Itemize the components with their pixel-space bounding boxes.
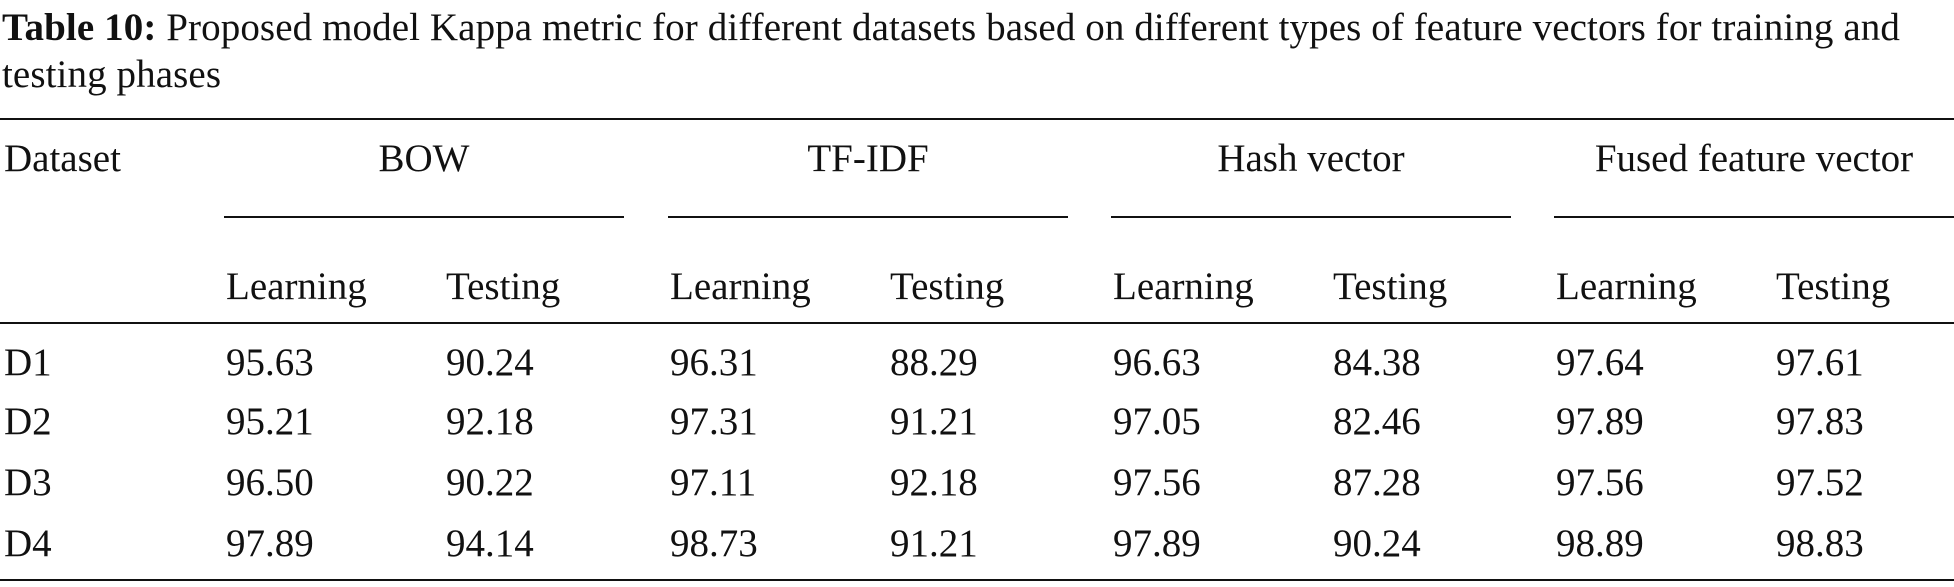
table-cell: 98.83 xyxy=(1776,522,1864,565)
table-cell: 90.22 xyxy=(446,461,534,504)
table-cell: 97.61 xyxy=(1776,341,1864,384)
table-top-rule xyxy=(0,118,1954,120)
table-cell: 96.63 xyxy=(1113,341,1201,384)
table-cell: 98.73 xyxy=(670,522,758,565)
group-rule-bow xyxy=(224,216,624,218)
column-header-dataset: Dataset xyxy=(4,137,121,180)
group-rule-fused-feature-vector xyxy=(1554,216,1954,218)
table-bottom-rule xyxy=(0,579,1954,581)
subheader-bow-testing: Testing xyxy=(446,265,561,308)
table-cell: 97.89 xyxy=(1113,522,1201,565)
subheader-tfidf-learning: Learning xyxy=(670,265,811,308)
row-label: D1 xyxy=(4,341,52,384)
table-cell: 98.89 xyxy=(1556,522,1644,565)
subheader-bow-learning: Learning xyxy=(226,265,367,308)
table-cell: 97.05 xyxy=(1113,400,1201,443)
table-header-rule xyxy=(0,322,1954,324)
group-rule-tfidf xyxy=(668,216,1068,218)
table-cell: 97.89 xyxy=(226,522,314,565)
table-cell: 96.31 xyxy=(670,341,758,384)
caption-text: Proposed model Kappa metric for differen… xyxy=(2,6,1900,96)
caption-label: Table 10: xyxy=(2,6,157,49)
subheader-fused-testing: Testing xyxy=(1776,265,1891,308)
subheader-hash-testing: Testing xyxy=(1333,265,1448,308)
table-cell: 97.56 xyxy=(1113,461,1201,504)
row-label: D3 xyxy=(4,461,52,504)
table-cell: 88.29 xyxy=(890,341,978,384)
table-cell: 87.28 xyxy=(1333,461,1421,504)
row-label: D4 xyxy=(4,522,52,565)
table-cell: 97.11 xyxy=(670,461,757,504)
table-cell: 97.56 xyxy=(1556,461,1644,504)
table-cell: 84.38 xyxy=(1333,341,1421,384)
table-cell: 95.21 xyxy=(226,400,314,443)
table-cell: 96.50 xyxy=(226,461,314,504)
group-header-bow: BOW xyxy=(378,137,470,180)
group-rule-hash-vector xyxy=(1111,216,1511,218)
table-cell: 97.64 xyxy=(1556,341,1644,384)
table-cell: 91.21 xyxy=(890,400,978,443)
group-header-hash-vector: Hash vector xyxy=(1217,137,1405,180)
table-cell: 94.14 xyxy=(446,522,534,565)
table-cell: 97.52 xyxy=(1776,461,1864,504)
table-cell: 95.63 xyxy=(226,341,314,384)
group-header-fused-feature-vector: Fused feature vector xyxy=(1594,137,1914,180)
group-header-tfidf: TF-IDF xyxy=(807,137,929,180)
subheader-tfidf-testing: Testing xyxy=(890,265,1005,308)
table-cell: 91.21 xyxy=(890,522,978,565)
table-cell: 82.46 xyxy=(1333,400,1421,443)
row-label: D2 xyxy=(4,400,52,443)
table-caption: Table 10: Proposed model Kappa metric fo… xyxy=(2,4,1952,98)
subheader-hash-learning: Learning xyxy=(1113,265,1254,308)
table-cell: 90.24 xyxy=(1333,522,1421,565)
table-cell: 92.18 xyxy=(446,400,534,443)
table-cell: 97.89 xyxy=(1556,400,1644,443)
table-cell: 90.24 xyxy=(446,341,534,384)
table-cell: 92.18 xyxy=(890,461,978,504)
subheader-fused-learning: Learning xyxy=(1556,265,1697,308)
table-cell: 97.83 xyxy=(1776,400,1864,443)
table-cell: 97.31 xyxy=(670,400,758,443)
